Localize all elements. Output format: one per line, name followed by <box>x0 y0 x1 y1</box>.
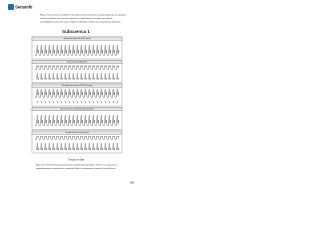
panel-title: Rendimiento hídrico (WYLD) [mm] <box>62 84 93 87</box>
logo: Senamhi <box>15 5 32 10</box>
figure-title: Subcuenca 1 <box>62 29 90 34</box>
intro: Figura 3.15 muestra los resultados de lo… <box>40 14 127 24</box>
panel-title: Escurrimiento superficial (SurQ) [mm] <box>60 108 94 111</box>
paragraph-line: rendimiento hídrico, escurrimiento super… <box>40 17 113 20</box>
panel-series <box>35 65 119 80</box>
x-axis-label: Tiempo en días <box>68 159 85 162</box>
logo-icon <box>8 4 14 10</box>
panel-series <box>35 112 119 127</box>
page-number: 108 <box>130 181 135 185</box>
panel-header <box>31 130 123 135</box>
panel-header <box>31 83 123 88</box>
panel-series <box>35 89 119 103</box>
panel-header <box>31 36 123 41</box>
panel-series <box>35 42 119 56</box>
caption-line: Figura 3.15. Series temporales diarias d… <box>36 164 119 167</box>
paragraph-line: la variabilidad estacional de cada compo… <box>40 21 121 24</box>
caption-line: evapotranspiración, precipitación, rendi… <box>36 167 116 170</box>
panel-header <box>31 60 123 64</box>
figure: Evapotranspiración (ET) [mm] Precipitació… <box>31 36 123 154</box>
panel-header <box>31 107 123 111</box>
panel-series <box>35 136 119 150</box>
panel-title: Caudal lateral (LatQ) [mm] <box>65 131 89 134</box>
panel-title: Evapotranspiración (ET) [mm] <box>64 37 91 40</box>
panel-title: Precipitación (P) [mm] <box>67 61 87 64</box>
paragraph-line: Figura 3.15 muestra los resultados de lo… <box>40 14 127 17</box>
page: Senamhi Figura 3.15 muestra los resultad… <box>0 0 149 198</box>
